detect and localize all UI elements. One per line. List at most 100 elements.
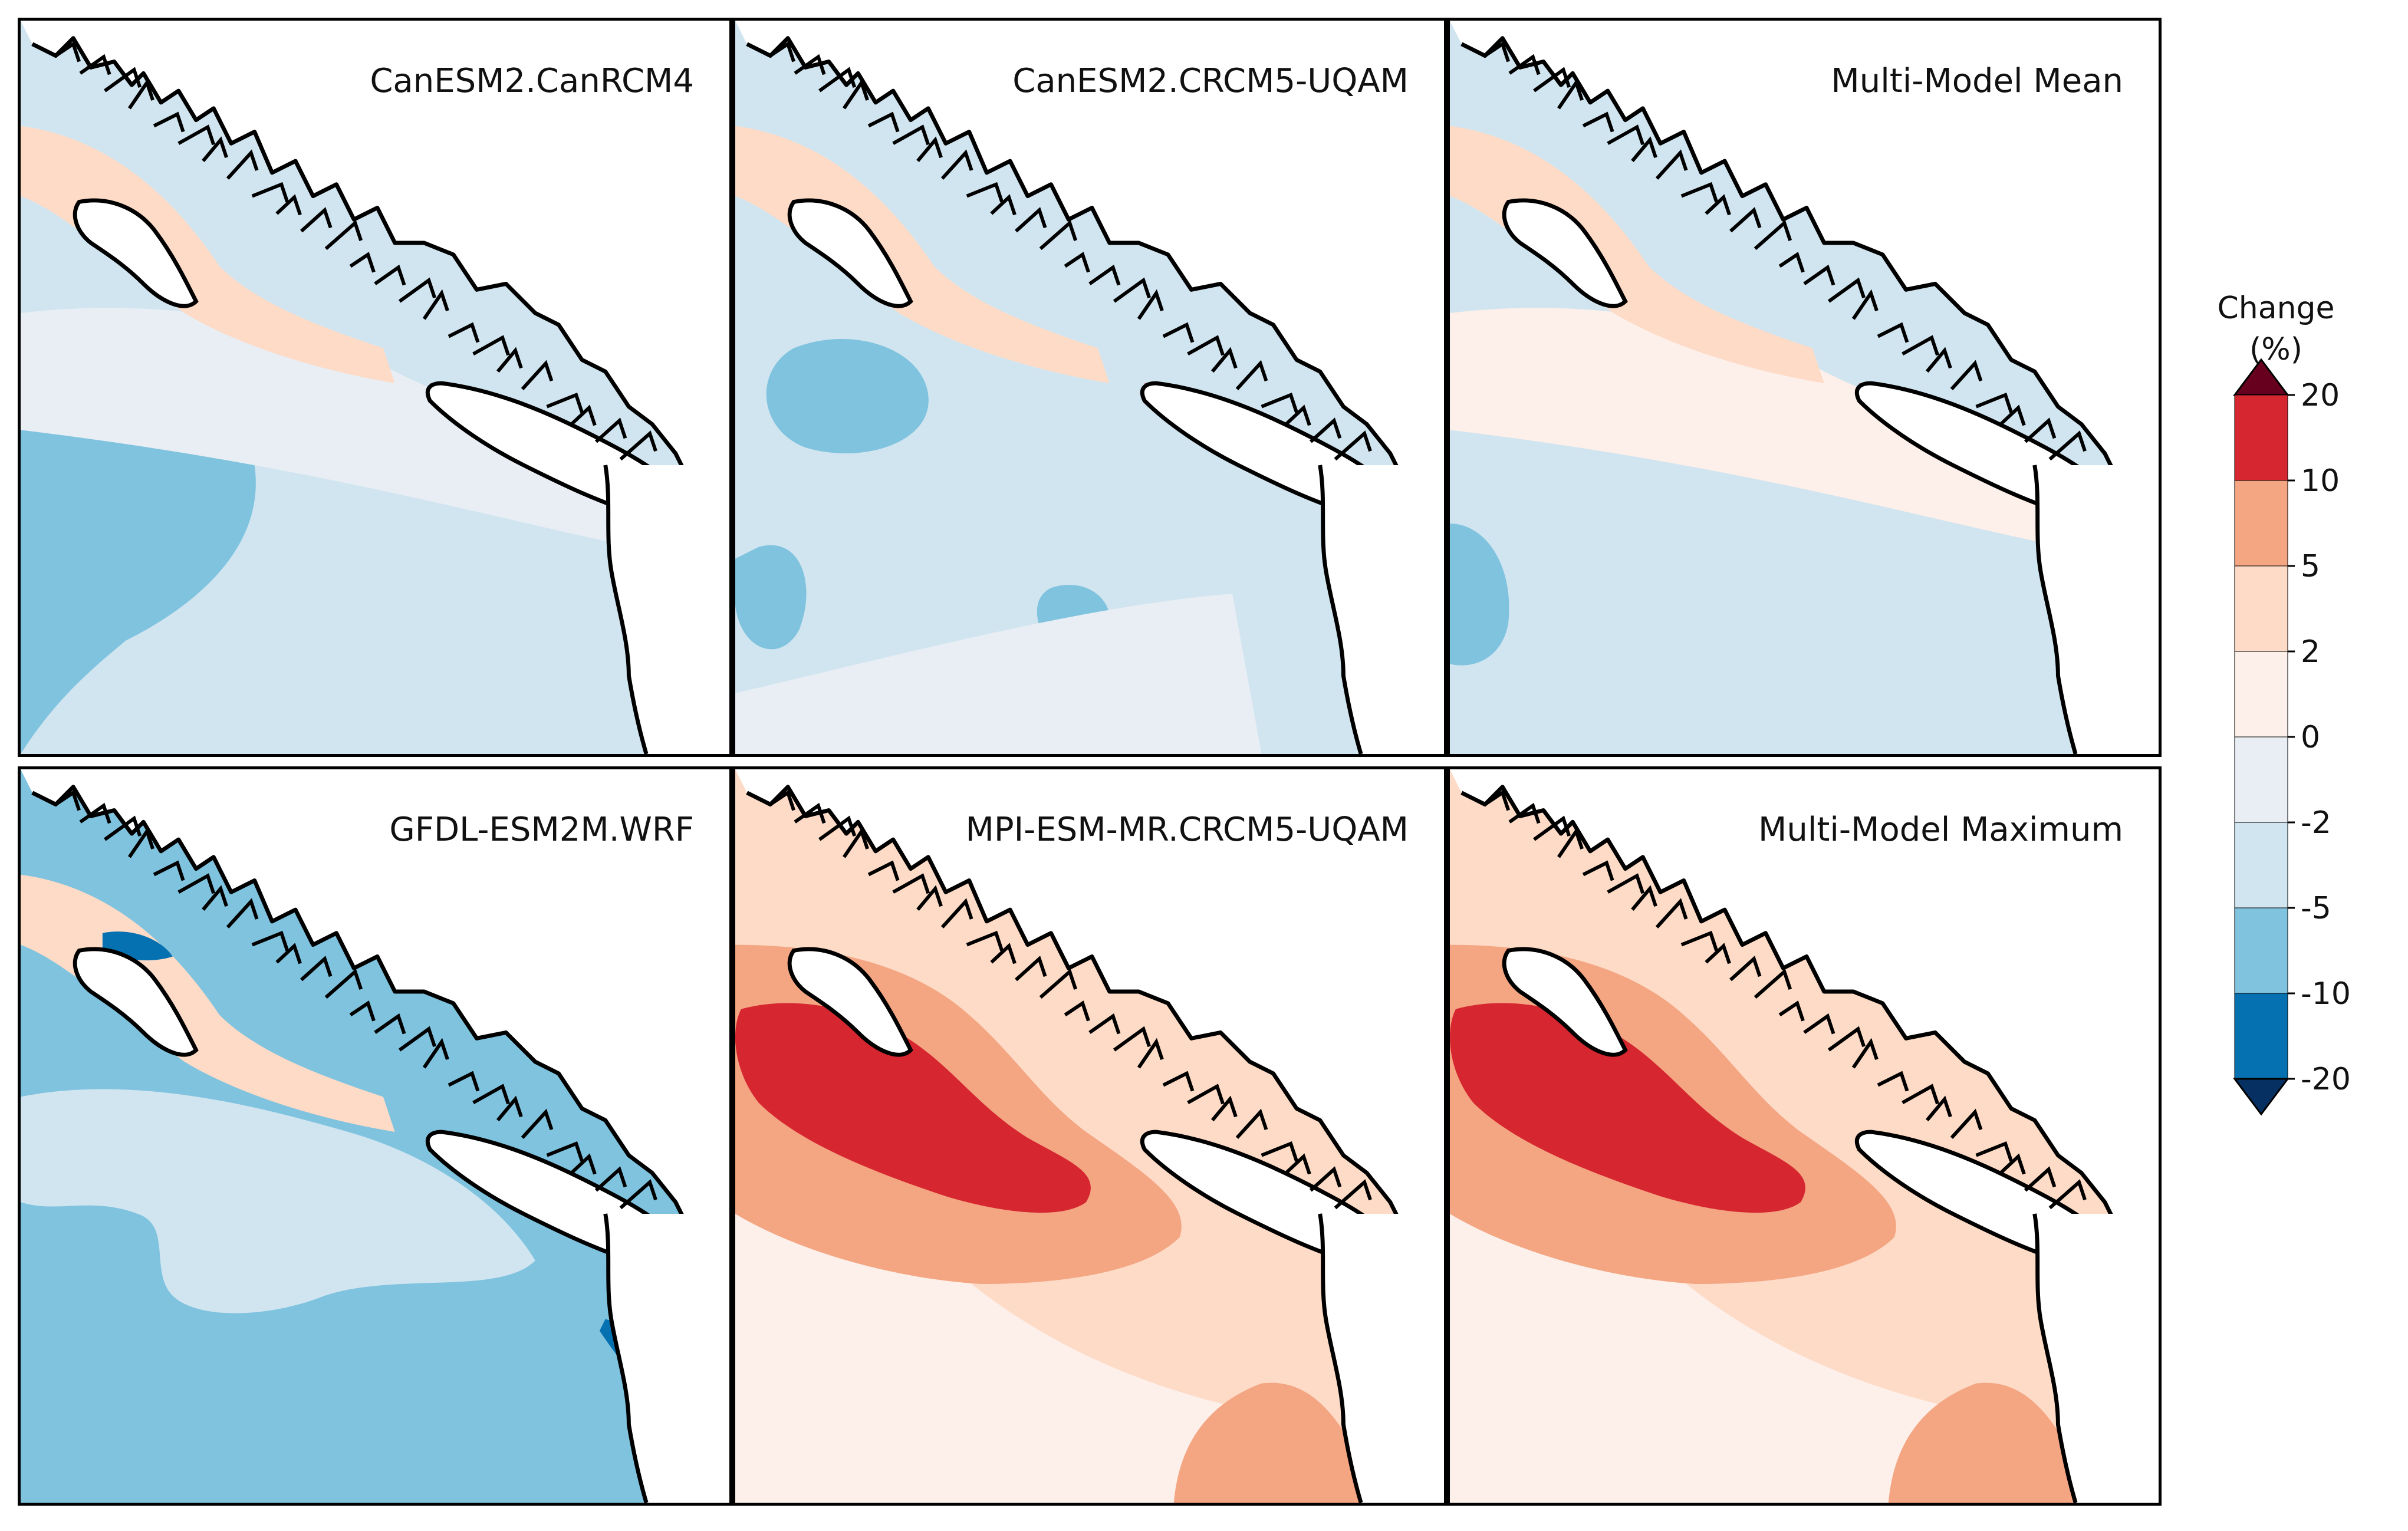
fjord-inlet [940, 898, 973, 929]
fjord-inlet [1827, 277, 1866, 303]
fjord-inlet [79, 802, 111, 824]
map-panel-multi-model-mean: Multi-Model Mean [1447, 18, 2162, 757]
colorbar-segment [2234, 394, 2288, 481]
land-south [605, 1213, 729, 1503]
fjord-inlet [843, 827, 869, 858]
panel-title: CanESM2.CRCM5-UQAM [1012, 62, 1409, 100]
fjord-inlet [1235, 360, 1268, 390]
fjord-inlet [1729, 956, 1762, 982]
fjord-inlet [1483, 790, 1510, 811]
fjord-inlet [226, 898, 259, 929]
fjord-inlet [1210, 1095, 1238, 1122]
land-mainland [21, 21, 729, 547]
fjord-inlet [1877, 322, 1909, 343]
fjord-inlet [472, 335, 510, 356]
fjord-inlet [594, 417, 627, 443]
fjord-inlet [619, 430, 657, 461]
map-canvas [735, 21, 1444, 754]
fjord-inlet [1778, 1000, 1805, 1022]
land-south [605, 465, 729, 754]
island-haida-gwaii [787, 947, 913, 1057]
change-region-west-edge [1450, 523, 1509, 666]
fjord-inlet [1088, 264, 1121, 286]
fjord-inlet [1483, 41, 1510, 62]
fjord-inlet [867, 860, 900, 881]
fjord-inlet [916, 136, 943, 162]
fjord-inlet [818, 815, 857, 841]
fjord-inlet [104, 815, 142, 841]
fjord-inlet [1015, 207, 1047, 233]
fjord-inlet [1137, 1038, 1164, 1069]
fjord-inlet [966, 182, 1004, 203]
colorbar-tick-label: -5 [2301, 891, 2331, 926]
island-haida-gwaii [787, 198, 913, 308]
shoreline-south [603, 1213, 649, 1503]
change-region-west [21, 380, 256, 754]
map-panel-multi-model-maximum: Multi-Model Maximum [1447, 766, 2162, 1506]
fjord-inlet [1187, 1084, 1225, 1105]
fjord-inlet [1975, 1141, 2013, 1162]
fjord-inlet [1999, 1153, 2026, 1175]
fjord-inlet [546, 1141, 584, 1162]
fjord-inlet [398, 1026, 436, 1052]
change-region-band [21, 308, 635, 547]
fjord-inlet [422, 1038, 449, 1069]
colorbar-tick-label: -10 [2301, 976, 2351, 1012]
fjord-inlet [300, 956, 333, 982]
fjord-inlet [1210, 347, 1238, 373]
fjord-inlet [1631, 885, 1657, 911]
land-south [1320, 465, 1444, 754]
fjord-inlet [570, 1153, 597, 1175]
fjord-inlet [940, 149, 973, 180]
fjord-inlet [1334, 1179, 1372, 1210]
fjord-inlet [1631, 136, 1657, 162]
change-region-band [1450, 308, 2064, 547]
colorbar-extend-max [2233, 358, 2289, 396]
fjord-inlet [177, 124, 216, 146]
fjord-inlet [398, 277, 436, 303]
map-canvas [1450, 769, 2159, 1503]
fjord-inlet [177, 873, 216, 894]
fjord-inlet [1827, 1026, 1866, 1052]
fjord-inlet [1655, 898, 1688, 929]
fjord-inlet [1557, 827, 1584, 858]
land-mainland [1450, 21, 2159, 547]
colorbar-extend-min [2233, 1078, 2289, 1116]
fjord-inlet [1607, 873, 1645, 894]
fjord-inlet [2048, 1179, 2087, 1210]
fjord-inlet [1582, 111, 1614, 133]
colorbar-segment [2234, 907, 2288, 994]
shoreline-south [1318, 465, 1363, 754]
map-canvas [1450, 21, 2159, 754]
land-mainland [735, 21, 1444, 547]
fjord-inlet [128, 78, 154, 110]
panel-title: GFDL-ESM2M.WRF [389, 811, 694, 849]
fjord-inlet [251, 930, 290, 951]
fjord-inlet [1950, 1108, 1983, 1139]
shoreline-south [603, 465, 649, 754]
fjord-inlet [1113, 277, 1151, 303]
fjord-inlet [521, 1108, 554, 1139]
fjord-inlet [1680, 930, 1719, 951]
fjord-inlet [1729, 207, 1762, 233]
fjord-inlet [1851, 1038, 1879, 1069]
map-panel-mpi-esm-mr-crcm5-uqam: MPI-ESM-MR.CRCM5-UQAM [732, 766, 1447, 1506]
fjord-inlet [1285, 404, 1311, 426]
fjord-inlet [794, 54, 826, 75]
fjord-inlet [1680, 182, 1719, 203]
fjord-inlet [104, 67, 142, 93]
fjord-inlet [1334, 430, 1372, 461]
fjord-inlet [2024, 417, 2057, 443]
fjord-inlet [374, 264, 406, 286]
change-region-south-corner [1888, 1382, 2093, 1503]
fjord-inlet [1902, 335, 1939, 356]
fjord-inlet [1261, 1141, 1298, 1162]
fjord-inlet [769, 790, 795, 811]
fjord-inlet [1113, 1026, 1151, 1052]
island-haida-gwaii [73, 198, 199, 308]
fjord-inlet [1064, 1000, 1090, 1022]
fjord-inlet [422, 289, 449, 320]
colorbar-tick-label: -20 [2301, 1062, 2351, 1097]
colorbar-tick-label: 2 [2301, 634, 2320, 670]
